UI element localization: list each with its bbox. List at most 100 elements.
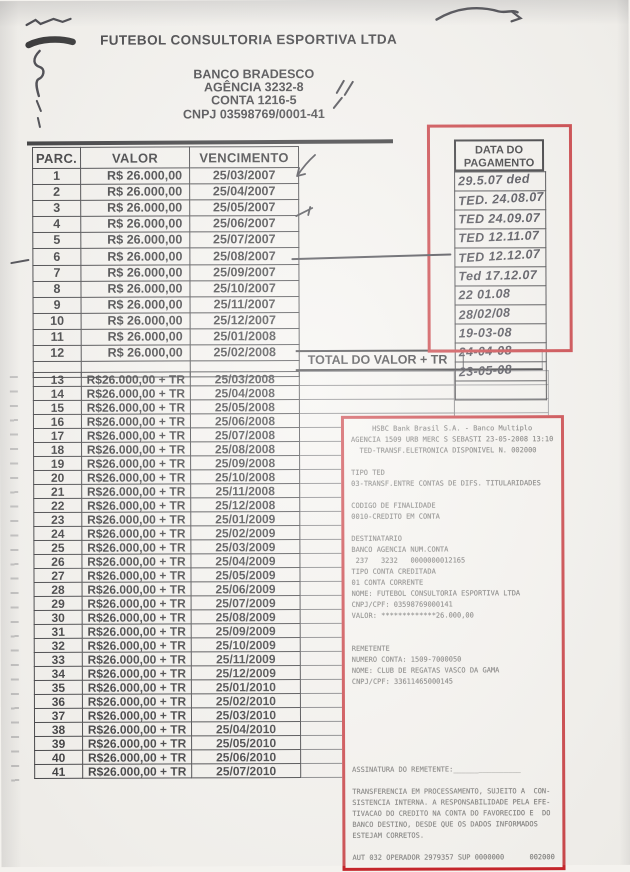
- cell-vencimento: 25/10/2007: [190, 280, 299, 296]
- cell-vencimento: 25/03/2009: [191, 540, 300, 554]
- cell-parc: 28: [34, 582, 82, 596]
- cell-vencimento: 25/05/2009: [191, 568, 300, 582]
- cell-valor: R$26.000,00 + TR: [82, 498, 191, 512]
- cell-vencimento: 25/01/2010: [191, 680, 300, 694]
- company-title: FUTEBOL CONSULTORIA ESPORTIVA LTDA: [49, 32, 449, 48]
- cell-valor: R$26.000,00 + TR: [82, 666, 191, 680]
- cell-vencimento: 25/08/2009: [191, 610, 300, 624]
- cell-vencimento: 25/06/2007: [190, 216, 299, 232]
- cell-valor: R$ 26.000,00: [81, 297, 190, 313]
- cell-parc: 24: [34, 526, 82, 540]
- red-highlight-box-receipt: HSBC Bank Brasil S.A. - Banco Multiplo A…: [341, 415, 566, 871]
- cell-vencimento: 25/06/2010: [192, 750, 301, 764]
- cell-parc: 38: [35, 722, 83, 736]
- cell-valor: R$26.000,00 + TR: [81, 386, 190, 400]
- cell-vencimento: 25/04/2010: [192, 722, 301, 736]
- receipt-text: HSBC Bank Brasil S.A. - Banco Multiplo A…: [351, 423, 559, 864]
- cell-parc: 10: [33, 313, 81, 329]
- cell-valor: R$ 26.000,00: [81, 329, 190, 345]
- column-header-parc: PARC.: [33, 147, 81, 168]
- cell-parc: 4: [33, 217, 81, 233]
- cell-valor: R$ 26.000,00: [81, 345, 190, 361]
- pen-hook-top-left: [34, 51, 43, 96]
- cell-vencimento: 25/03/2010: [191, 708, 300, 722]
- pen-arrow-vencimento: [297, 155, 315, 176]
- cell-valor: R$ 26.000,00: [81, 184, 190, 200]
- cell-valor: R$26.000,00 + TR: [82, 456, 191, 470]
- cell-vencimento: 25/07/2007: [190, 232, 299, 248]
- pen-swoosh-arrow: [512, 11, 521, 21]
- cell-vencimento: 25/07/2009: [191, 596, 300, 610]
- cell-vencimento: 25/10/2008: [191, 470, 300, 484]
- cell-vencimento: 25/11/2007: [190, 296, 299, 312]
- cell-parc: 2: [33, 184, 81, 200]
- cell-valor: R$26.000,00 + TR: [82, 470, 191, 484]
- cell-parc: 33: [34, 652, 82, 666]
- payment-row: [455, 381, 546, 400]
- pen-dash-left-margin: [11, 260, 28, 263]
- payment-cell: 23-05-08: [455, 362, 546, 381]
- column-header-vencimento: VENCIMENTO: [190, 147, 299, 168]
- payment-cell: [455, 381, 546, 400]
- cell-valor: R$26.000,00 + TR: [82, 638, 191, 652]
- cell-parc: 13: [33, 372, 81, 386]
- cell-valor: R$ 26.000,00: [81, 232, 190, 248]
- cell-valor: R$26.000,00 + TR: [81, 414, 190, 428]
- cell-empty: [299, 371, 454, 386]
- cell-parc: 19: [34, 456, 82, 470]
- cell-vencimento: 25/03/2007: [190, 168, 299, 184]
- cell-parc: 17: [33, 428, 81, 442]
- cell-parc: 14: [33, 386, 81, 400]
- cell-valor: R$26.000,00 + TR: [82, 652, 191, 666]
- cell-vencimento: 25/02/2010: [191, 694, 300, 708]
- cell-parc: 7: [33, 265, 81, 281]
- cell-parc: 35: [34, 680, 82, 694]
- cell-parc: 41: [35, 764, 83, 778]
- cell-vencimento: 25/05/2007: [190, 200, 299, 216]
- cell-parc: 16: [33, 414, 81, 428]
- cell-parc: 5: [33, 233, 81, 249]
- cell-valor: R$26.000,00 + TR: [82, 526, 191, 540]
- cell-parc: 32: [34, 638, 82, 652]
- cell-vencimento: 25/12/2007: [190, 312, 299, 328]
- cell-vencimento: 25/09/2009: [191, 624, 300, 638]
- cell-valor: R$26.000,00 + TR: [82, 442, 191, 456]
- cell-empty: [299, 399, 454, 414]
- cell-valor: R$26.000,00 + TR: [82, 694, 191, 708]
- cell-valor: R$ 26.000,00: [81, 200, 190, 216]
- cell-valor: R$26.000,00 + TR: [82, 484, 191, 498]
- cell-valor: R$26.000,00 + TR: [82, 582, 191, 596]
- cell-valor: R$ 26.000,00: [81, 248, 190, 264]
- cell-vencimento: 25/11/2009: [191, 652, 300, 666]
- cell-vencimento: 25/04/2007: [190, 184, 299, 200]
- cell-valor: R$26.000,00 + TR: [81, 372, 190, 386]
- cell-empty: [454, 399, 548, 413]
- cell-valor: R$ 26.000,00: [81, 281, 190, 297]
- cell-valor: R$ 26.000,00: [81, 313, 190, 329]
- cell-vencimento: 25/09/2008: [191, 456, 300, 470]
- bank-details-block: BANCO BRADESCO AGÊNCIA 3232-8 CONTA 1216…: [54, 68, 454, 122]
- column-header-valor: VALOR: [81, 147, 190, 168]
- cell-vencimento: 25/06/2008: [190, 414, 299, 428]
- cell-vencimento: 25/08/2007: [190, 248, 299, 264]
- cell-valor: R$26.000,00 + TR: [82, 540, 191, 554]
- cell-parc: 36: [34, 694, 82, 708]
- cell-vencimento: 25/04/2008: [190, 386, 299, 400]
- cell-parc: 40: [35, 750, 83, 764]
- cell-valor: R$26.000,00 + TR: [83, 750, 192, 764]
- cell-valor: R$26.000,00 + TR: [83, 722, 192, 736]
- cell-valor: R$ 26.000,00: [81, 264, 190, 280]
- cell-valor: R$26.000,00 + TR: [82, 610, 191, 624]
- cell-vencimento: 25/05/2010: [192, 736, 301, 750]
- cell-parc: 34: [34, 666, 82, 680]
